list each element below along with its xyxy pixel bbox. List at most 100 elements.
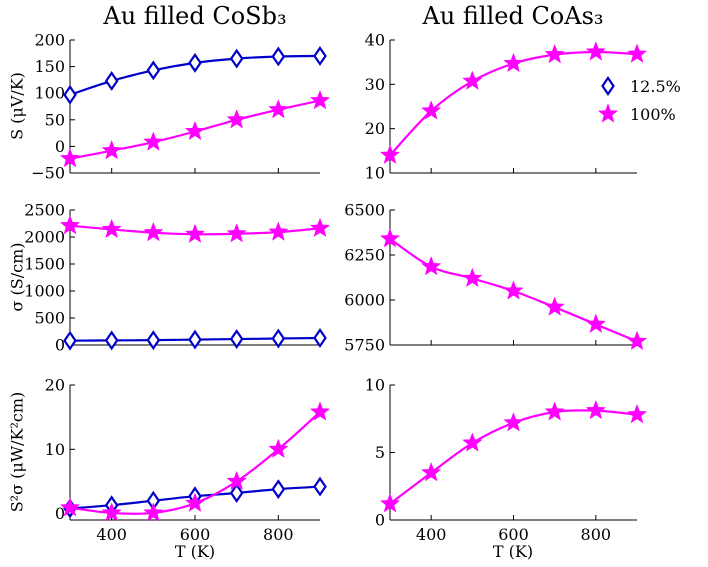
data-point-diamond xyxy=(313,328,327,348)
data-point-star xyxy=(379,493,401,513)
legend-diamond xyxy=(601,76,615,96)
data-point-star xyxy=(462,267,483,288)
series-100- xyxy=(379,41,648,164)
y-tick-label: 0 xyxy=(375,511,385,530)
data-point-star xyxy=(309,217,331,238)
data-point-diamond xyxy=(229,329,244,350)
y-tick-label: 500 xyxy=(34,309,65,328)
y-tick-label: 0 xyxy=(55,504,65,523)
legend-label-100: 100% xyxy=(630,105,676,124)
y-tick-label: 20 xyxy=(45,376,65,395)
y-tick-label: −50 xyxy=(31,164,65,183)
data-point-star xyxy=(585,313,607,333)
data-point-star xyxy=(226,109,247,129)
data-point-diamond xyxy=(271,328,286,349)
xlabel-left: T (K) xyxy=(175,542,215,561)
data-point-star xyxy=(184,223,206,243)
data-point-diamond xyxy=(188,329,202,350)
y-tick-label: 2000 xyxy=(24,228,65,247)
y-tick-label: 10 xyxy=(365,164,385,183)
series-100- xyxy=(59,214,331,243)
panel-sigma-CoAs3: 5750 6000 6250 6500 xyxy=(344,201,648,355)
y-tick-label: 100 xyxy=(34,84,65,103)
x-tick-label: 400 xyxy=(416,525,447,544)
data-point-star xyxy=(309,401,331,421)
data-point-star xyxy=(585,41,607,61)
data-point-diamond xyxy=(271,46,286,67)
title-left: Au filled CoSb₃ xyxy=(102,2,286,30)
data-point-diamond xyxy=(313,46,327,66)
data-point-star xyxy=(585,399,607,420)
xlabel-right: T (K) xyxy=(493,542,533,561)
panel-pf-CoSb3: 0 10 20 400 600 800 S²σ (μW/K²cm) xyxy=(8,376,331,544)
series-12-5- xyxy=(63,46,327,105)
y-tick-label: 30 xyxy=(365,75,385,94)
data-point-star xyxy=(268,438,289,458)
y-tick-label: 5 xyxy=(375,443,385,462)
series-100- xyxy=(379,399,648,513)
y-tick-label: 1500 xyxy=(24,255,65,274)
data-point-star xyxy=(420,255,442,276)
series-100- xyxy=(379,228,648,351)
x-tick-label: 800 xyxy=(263,525,294,544)
y-tick-label: 50 xyxy=(45,110,65,129)
data-point-star xyxy=(268,221,289,241)
y-tick-label: 20 xyxy=(365,119,385,138)
y-axis-label: σ (S/cm) xyxy=(8,243,27,312)
legend-entry-100: 100% xyxy=(597,103,676,124)
panel-S-CoAs3: 10 20 30 40 xyxy=(365,31,648,183)
data-point-diamond xyxy=(188,52,202,73)
series-12-5- xyxy=(63,328,327,351)
y-axis-label: S²σ (μW/K²cm) xyxy=(8,392,27,513)
data-point-diamond xyxy=(313,476,327,497)
y-tick-label: 0 xyxy=(55,137,65,156)
data-point-star xyxy=(379,144,401,164)
y-tick-label: 6000 xyxy=(344,291,385,310)
y-tick-label: 6250 xyxy=(344,246,385,265)
data-point-star xyxy=(544,296,565,316)
y-tick-label: 0 xyxy=(55,336,65,355)
x-tick-label: 800 xyxy=(581,525,612,544)
data-point-star xyxy=(462,70,483,90)
y-tick-label: 40 xyxy=(365,31,385,50)
legend-entry-12-5: 12.5% xyxy=(601,76,681,96)
data-point-star xyxy=(59,497,81,517)
x-tick-label: 400 xyxy=(96,525,127,544)
data-point-diamond xyxy=(229,48,244,69)
data-point-star xyxy=(59,214,81,235)
legend-label-12-5: 12.5% xyxy=(630,77,681,96)
data-point-diamond xyxy=(271,479,286,500)
x-tick-label: 600 xyxy=(180,525,211,544)
y-tick-label: 10 xyxy=(365,376,385,395)
data-point-star xyxy=(503,280,524,300)
panel-pf-CoAs3: 0 5 10 400 600 800 xyxy=(365,376,648,544)
data-point-star xyxy=(59,147,81,168)
data-point-diamond xyxy=(104,330,119,351)
x-tick-label: 600 xyxy=(498,525,529,544)
data-point-diamond xyxy=(146,60,161,81)
data-point-star xyxy=(544,401,565,421)
data-point-star xyxy=(143,131,164,151)
data-point-star xyxy=(503,412,524,432)
y-tick-label: 6500 xyxy=(344,201,385,220)
y-tick-label: 200 xyxy=(34,31,65,50)
y-axis-label: S (μV/K) xyxy=(8,72,27,140)
y-tick-label: 2500 xyxy=(24,201,65,220)
data-point-star xyxy=(544,43,565,64)
panel-S-CoSb3: −50 0 50 100 150 200 S (μV/K) xyxy=(8,31,331,183)
data-point-star xyxy=(309,89,331,110)
data-point-diamond xyxy=(63,330,77,351)
data-point-star xyxy=(101,218,122,239)
series-100- xyxy=(59,89,331,168)
data-point-star xyxy=(143,221,164,242)
legend-star xyxy=(597,103,619,123)
legend: 12.5% 100% xyxy=(597,76,681,124)
y-tick-label: 10 xyxy=(45,440,65,459)
data-point-diamond xyxy=(63,84,77,105)
data-point-star xyxy=(226,470,247,491)
legend-star-marker xyxy=(597,103,619,123)
data-point-star xyxy=(143,502,164,522)
title-right: Au filled CoAs₃ xyxy=(421,2,603,30)
y-tick-label: 5750 xyxy=(344,336,385,355)
